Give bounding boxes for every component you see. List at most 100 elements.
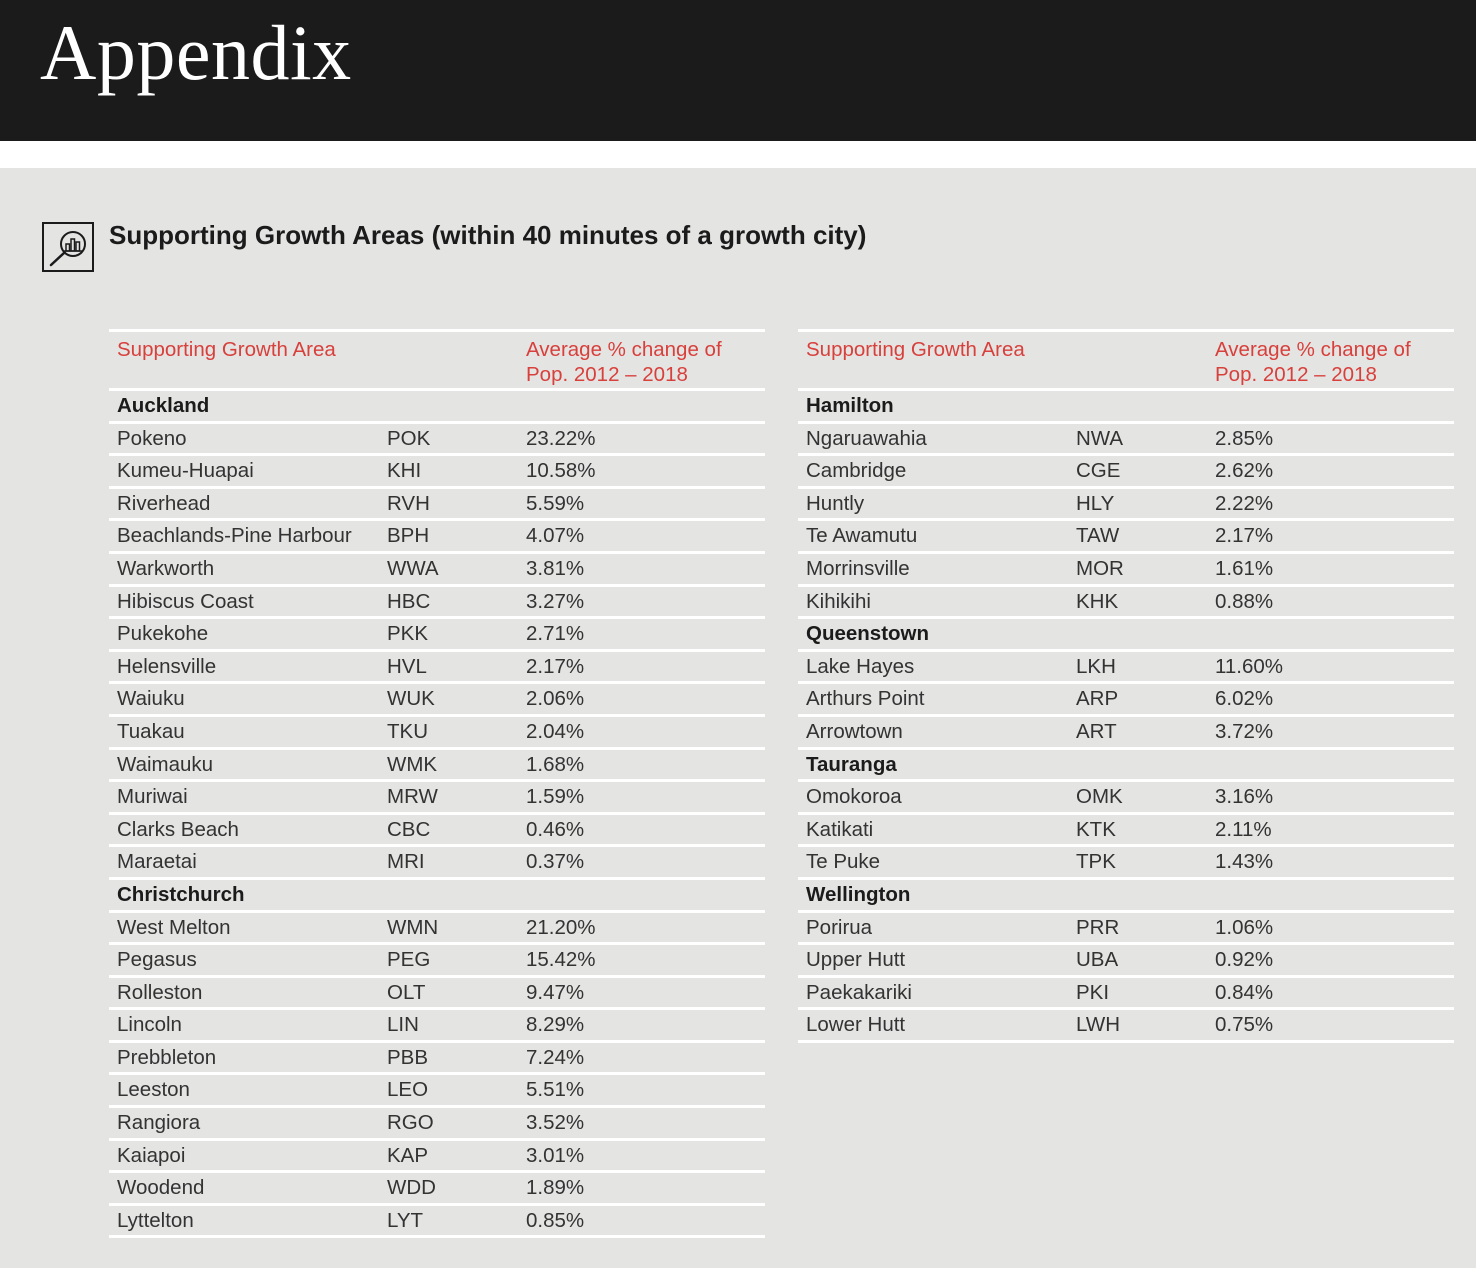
area-name: Warkworth	[117, 556, 215, 580]
area-name: Muriwai	[117, 785, 188, 809]
area-code: HLY	[1076, 491, 1115, 515]
area-change: 2.17%	[526, 654, 585, 678]
area-name: Waimauku	[117, 752, 214, 776]
area-code: LKH	[1076, 654, 1116, 678]
page-header: Appendix	[0, 0, 1476, 141]
table-row: Prebbleton PBB 7.24%	[109, 1043, 765, 1076]
area-name: Pukekohe	[117, 622, 209, 646]
area-name: Rangiora	[117, 1111, 201, 1135]
table-header: Supporting Growth Area Average % change …	[798, 332, 1454, 391]
group-label: Queenstown	[806, 622, 930, 646]
area-change: 8.29%	[526, 1013, 585, 1037]
group-row: Hamilton	[798, 391, 1454, 424]
area-code: TAW	[1076, 524, 1120, 548]
area-change: 0.84%	[1215, 980, 1274, 1004]
area-change: 2.06%	[526, 687, 585, 711]
area-name: Paekakariki	[806, 980, 912, 1004]
table-row: Upper Hutt UBA 0.92%	[798, 945, 1454, 978]
page-title: Appendix	[40, 9, 352, 96]
area-code: MRI	[387, 850, 425, 874]
table-row: Muriwai MRW 1.59%	[109, 782, 765, 815]
area-change: 1.89%	[526, 1176, 585, 1200]
area-change: 6.02%	[1215, 687, 1274, 711]
table-header: Supporting Growth Area Average % change …	[109, 332, 765, 391]
area-code: WDD	[387, 1176, 436, 1200]
area-change: 1.68%	[526, 752, 585, 776]
area-code: KHK	[1076, 589, 1119, 613]
area-code: WWA	[387, 556, 439, 580]
area-change: 2.85%	[1215, 426, 1274, 450]
group-row: Tauranga	[798, 750, 1454, 783]
table-row: Maraetai MRI 0.37%	[109, 847, 765, 880]
area-change: 11.60%	[1215, 654, 1284, 678]
table-row: Beachlands-Pine Harbour BPH 4.07%	[109, 521, 765, 554]
area-code: RVH	[387, 491, 430, 515]
table-row: Kumeu-Huapai KHI 10.58%	[109, 456, 765, 489]
area-change: 3.81%	[526, 556, 585, 580]
area-change: 2.22%	[1215, 491, 1274, 515]
area-change: 0.92%	[1215, 948, 1274, 972]
area-code: CBC	[387, 817, 431, 841]
table-row: Paekakariki PKI 0.84%	[798, 978, 1454, 1011]
table-row: Clarks Beach CBC 0.46%	[109, 815, 765, 848]
table-row: Ngaruawahia NWA 2.85%	[798, 424, 1454, 457]
area-code: PKK	[387, 622, 429, 646]
area-name: Helensville	[117, 654, 217, 678]
table-row: Hibiscus Coast HBC 3.27%	[109, 587, 765, 620]
area-name: Porirua	[806, 915, 873, 939]
area-change: 9.47%	[526, 980, 585, 1004]
table-row: Kihikihi KHK 0.88%	[798, 587, 1454, 620]
area-name: Rolleston	[117, 980, 203, 1004]
table-row: Lower Hutt LWH 0.75%	[798, 1010, 1454, 1043]
area-code: LIN	[387, 1013, 419, 1037]
area-change: 23.22%	[526, 426, 596, 450]
area-name: Kaiapoi	[117, 1143, 186, 1167]
area-change: 1.06%	[1215, 915, 1274, 939]
area-change: 3.72%	[1215, 719, 1274, 743]
table-row: Katikati KTK 2.11%	[798, 815, 1454, 848]
group-row: Wellington	[798, 880, 1454, 913]
area-change: 15.42%	[526, 948, 596, 972]
area-name: Tuakau	[117, 719, 185, 743]
table-row: Morrinsville MOR 1.61%	[798, 554, 1454, 587]
group-label: Tauranga	[806, 752, 897, 776]
column-header-change: Average % change of Pop. 2012 – 2018	[1215, 338, 1411, 386]
area-code: POK	[387, 426, 431, 450]
table-row: Cambridge CGE 2.62%	[798, 456, 1454, 489]
group-row: Christchurch	[109, 880, 765, 913]
area-name: Clarks Beach	[117, 817, 239, 841]
table-row: Rolleston OLT 9.47%	[109, 978, 765, 1011]
area-change: 2.71%	[526, 622, 585, 646]
area-name: Pegasus	[117, 948, 197, 972]
area-code: KAP	[387, 1143, 429, 1167]
area-name: Woodend	[117, 1176, 205, 1200]
area-change: 0.85%	[526, 1208, 585, 1232]
area-code: KTK	[1076, 817, 1116, 841]
area-code: BPH	[387, 524, 430, 548]
area-change: 2.62%	[1215, 459, 1274, 483]
area-code: MOR	[1076, 556, 1124, 580]
area-name: Pokeno	[117, 426, 187, 450]
table-row: Helensville HVL 2.17%	[109, 652, 765, 685]
column-header-change: Average % change of Pop. 2012 – 2018	[526, 338, 722, 386]
area-code: HVL	[387, 654, 427, 678]
area-change: 1.61%	[1215, 556, 1274, 580]
area-code: LEO	[387, 1078, 429, 1102]
table-row: Pokeno POK 23.22%	[109, 424, 765, 457]
growth-area-table-left: Supporting Growth Area Average % change …	[109, 329, 765, 1239]
area-name: Arthurs Point	[806, 687, 925, 711]
area-change: 3.01%	[526, 1143, 585, 1167]
area-change: 3.16%	[1215, 785, 1274, 809]
area-code: PRR	[1076, 915, 1120, 939]
area-code: ARP	[1076, 687, 1119, 711]
table-row: Te Puke TPK 1.43%	[798, 847, 1454, 880]
table-row: West Melton WMN 21.20%	[109, 913, 765, 946]
area-name: Leeston	[117, 1078, 190, 1102]
table-row: Kaiapoi KAP 3.01%	[109, 1141, 765, 1174]
area-name: Huntly	[806, 491, 865, 515]
content-panel	[0, 168, 1476, 1268]
group-row: Queenstown	[798, 619, 1454, 652]
table-row: Pegasus PEG 15.42%	[109, 945, 765, 978]
area-code: WMK	[387, 752, 438, 776]
table-row: Porirua PRR 1.06%	[798, 913, 1454, 946]
